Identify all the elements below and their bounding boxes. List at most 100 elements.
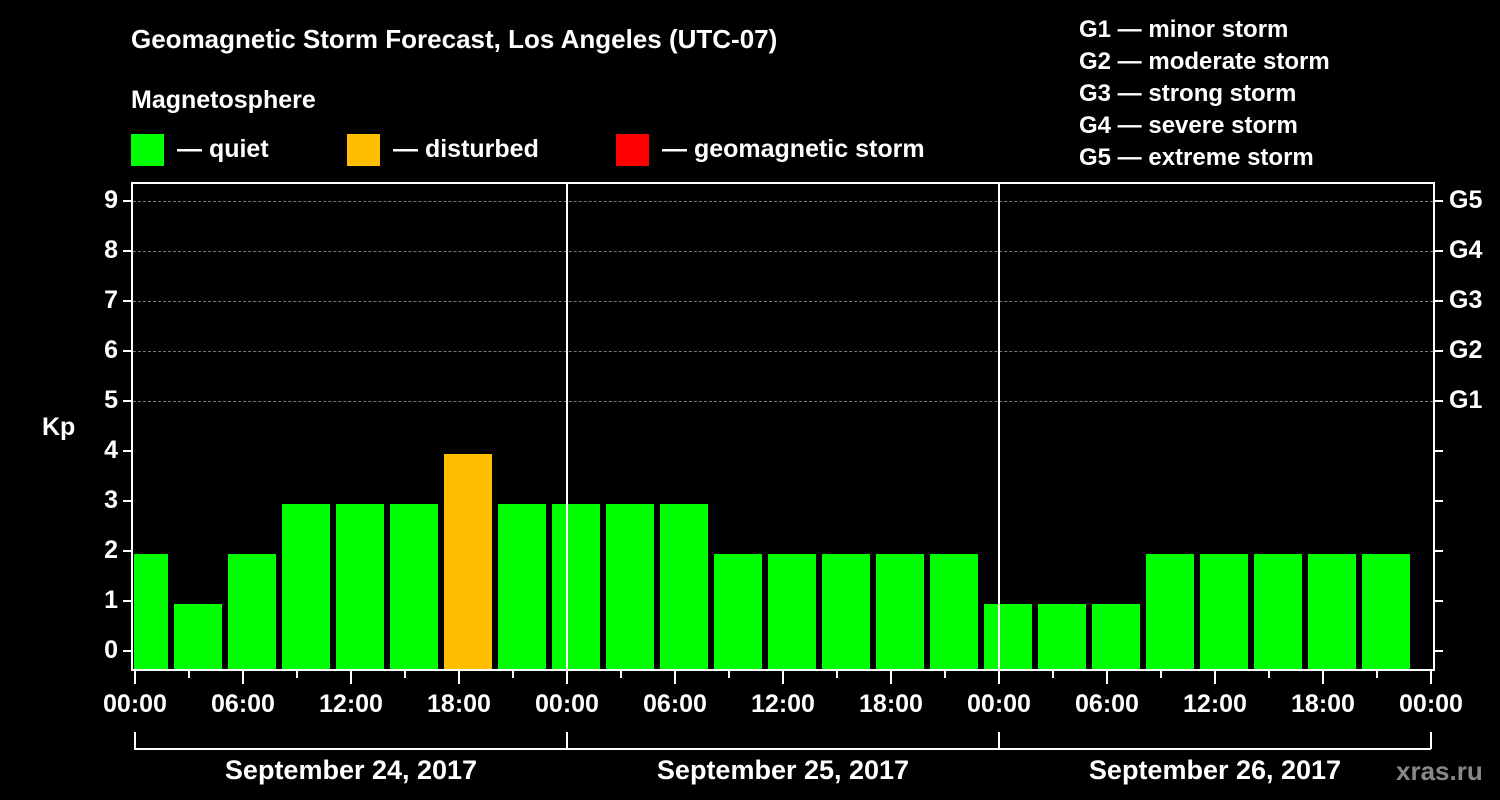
y-tick (123, 600, 131, 602)
day-label: September 24, 2017 (224, 755, 478, 785)
gridline-kp-7 (133, 301, 1433, 302)
day-bracket-tick (998, 732, 1000, 749)
x-tick (620, 669, 622, 678)
g-scale-label: G4 (1449, 236, 1483, 264)
y-tick (123, 450, 131, 452)
kp-bar (174, 604, 222, 669)
kp-bar (714, 554, 762, 669)
y-tick-label: 4 (104, 436, 118, 464)
x-tick-label: 18:00 (1291, 690, 1355, 718)
kp-bar (822, 554, 870, 669)
day-bracket-tick (566, 732, 568, 749)
legend-heading: Magnetosphere (131, 86, 316, 114)
x-tick (134, 669, 136, 684)
storm-scale-g3: G3 — strong storm (1079, 80, 1297, 107)
x-tick (1106, 669, 1108, 684)
y-axis-label: Kp (42, 413, 76, 441)
kp-bar (606, 504, 654, 669)
x-tick (728, 669, 730, 678)
y-tick (123, 650, 131, 652)
y-tick-right (1435, 400, 1443, 402)
kp-bar (930, 554, 978, 669)
x-tick (1430, 669, 1432, 684)
x-tick-label: 12:00 (319, 690, 383, 718)
x-tick (512, 669, 514, 678)
x-tick (1052, 669, 1054, 678)
kp-bar (228, 554, 276, 669)
x-tick (1214, 669, 1216, 684)
x-tick-label: 18:00 (427, 690, 491, 718)
y-tick-right (1435, 550, 1443, 552)
storm-scale-g5: G5 — extreme storm (1079, 144, 1314, 171)
x-tick-label: 06:00 (211, 690, 275, 718)
kp-bar (444, 454, 492, 669)
y-tick (123, 500, 131, 502)
x-tick (890, 669, 892, 684)
day-bracket-tick (134, 732, 136, 749)
kp-bar (984, 604, 1032, 669)
x-tick (188, 669, 190, 678)
kp-bar (768, 554, 816, 669)
x-tick (944, 669, 946, 678)
day-label: September 25, 2017 (656, 755, 910, 785)
kp-bar (1254, 554, 1302, 669)
x-tick-label: 00:00 (103, 690, 167, 718)
x-tick (998, 669, 1000, 684)
x-tick (458, 669, 460, 684)
x-tick (296, 669, 298, 678)
x-tick (350, 669, 352, 684)
legend-swatch-disturbed (347, 134, 380, 166)
y-tick (123, 350, 131, 352)
kp-bar (1362, 554, 1410, 669)
x-tick (242, 669, 244, 684)
kp-bar (498, 504, 546, 669)
y-tick (123, 300, 131, 302)
plot-area (131, 182, 1435, 671)
y-tick (123, 200, 131, 202)
kp-bar (1200, 554, 1248, 669)
x-tick-label: 00:00 (967, 690, 1031, 718)
g-scale-label: G2 (1449, 336, 1483, 364)
watermark: xras.ru (1396, 756, 1483, 786)
y-tick-label: 8 (104, 236, 118, 264)
kp-bar (1146, 554, 1194, 669)
legend-swatch-quiet (131, 134, 164, 166)
x-tick (674, 669, 676, 684)
y-tick (123, 550, 131, 552)
y-tick-right (1435, 200, 1443, 202)
kp-bar (390, 504, 438, 669)
g-scale-label: G3 (1449, 286, 1483, 314)
kp-bar (876, 554, 924, 669)
kp-bar (282, 504, 330, 669)
x-tick (836, 669, 838, 678)
kp-bar (660, 504, 708, 669)
y-tick (123, 400, 131, 402)
x-tick (782, 669, 784, 684)
day-label: September 26, 2017 (1088, 755, 1342, 785)
day-bracket-tick (1430, 732, 1432, 749)
y-tick-right (1435, 450, 1443, 452)
x-tick (1322, 669, 1324, 684)
x-tick-label: 00:00 (1399, 690, 1463, 718)
y-tick-label: 7 (104, 286, 118, 314)
legend-label-disturbed: — disturbed (393, 135, 539, 163)
legend-swatch-storm (616, 134, 649, 166)
kp-bar (1308, 554, 1356, 669)
x-tick (1160, 669, 1162, 678)
kp-bar (1038, 604, 1086, 669)
legend-label-quiet: — quiet (177, 135, 269, 163)
x-tick (404, 669, 406, 678)
x-tick-label: 18:00 (859, 690, 923, 718)
y-tick-right (1435, 650, 1443, 652)
storm-scale-g2: G2 — moderate storm (1079, 48, 1330, 75)
gridline-kp-8 (133, 251, 1433, 252)
y-tick-right (1435, 350, 1443, 352)
kp-bar (1092, 604, 1140, 669)
x-tick-label: 00:00 (535, 690, 599, 718)
day-divider (998, 184, 1000, 669)
x-tick-label: 06:00 (1075, 690, 1139, 718)
day-divider (566, 184, 568, 669)
x-tick-label: 12:00 (1183, 690, 1247, 718)
x-tick (1268, 669, 1270, 678)
legend-label-storm: — geomagnetic storm (662, 135, 925, 163)
